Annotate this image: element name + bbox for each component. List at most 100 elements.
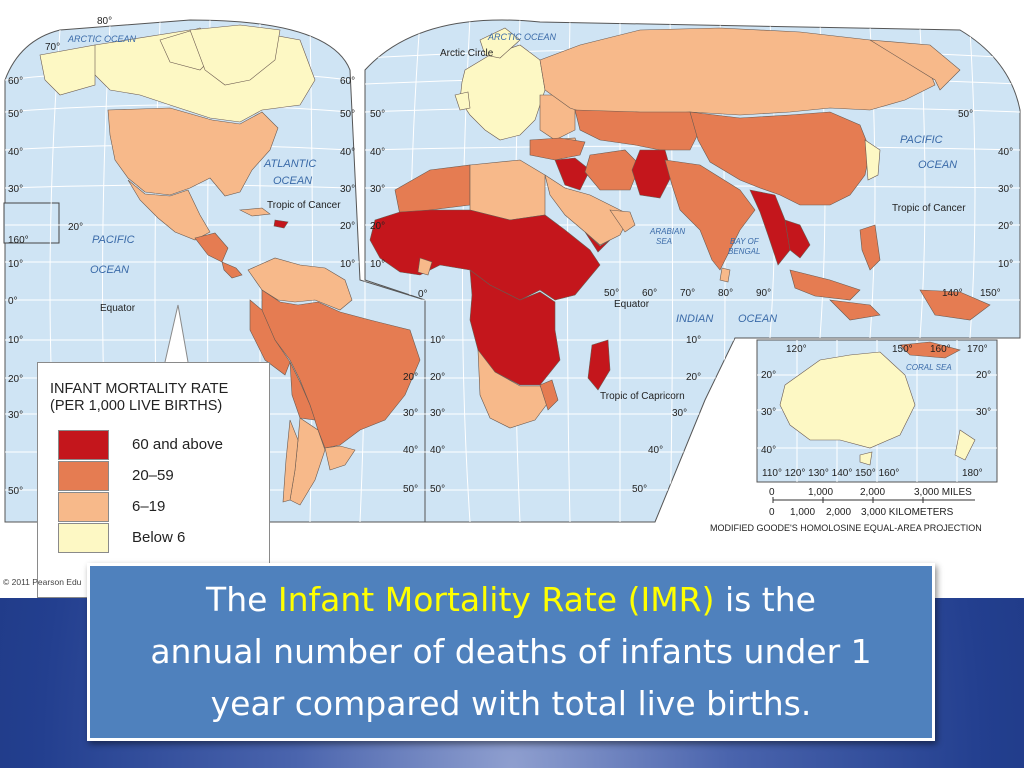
pacific-ocean-left-label: PACIFIC: [92, 234, 135, 246]
inset-lat-20: 20°: [761, 370, 776, 381]
tropic-cancer-left-label: Tropic of Cancer: [267, 200, 341, 211]
arctic-ocean-label-left: ARCTIC OCEAN: [67, 34, 137, 44]
inset-lon-180: 180°: [962, 468, 983, 479]
lat-s20-label: 20°: [430, 372, 445, 383]
lon-150-label: 150°: [980, 288, 1001, 299]
lat-s10-label: 10°: [430, 335, 445, 346]
lat-s10-label: 10°: [8, 335, 23, 346]
lon-90-label: 90°: [756, 288, 771, 299]
caption-text: The Infant Mortality Rate (IMR) is the a…: [100, 574, 922, 730]
scale-miles-3000: 3,000 MILES: [914, 487, 972, 498]
caption-line1: The Infant Mortality Rate (IMR) is the: [100, 574, 922, 626]
lat-s40-label: 40°: [430, 445, 445, 456]
inset-lat-40: 40°: [761, 445, 776, 456]
lon-80-label: 80°: [718, 288, 733, 299]
lat-40-label: 40°: [998, 147, 1013, 158]
lat-s20-label-east: 20°: [686, 372, 701, 383]
tropic-cancer-right-label: Tropic of Cancer: [892, 203, 966, 214]
arctic-ocean-label-right: ARCTIC OCEAN: [487, 32, 557, 42]
copyright-notice: © 2011 Pearson Edu: [3, 577, 82, 587]
legend-item: 20–59: [58, 461, 258, 491]
arabian-sea-label: ARABIAN: [649, 227, 685, 236]
lat-20-label: 20°: [340, 221, 355, 232]
pacific-ocean-right-label: PACIFIC: [900, 134, 943, 146]
legend-item: 60 and above: [58, 430, 258, 460]
lat-50-label: 50°: [8, 109, 23, 120]
scale-bar: [772, 497, 975, 503]
scale-km-2000: 2,000: [826, 507, 851, 518]
bay-of-bengal-label: BAY OF: [730, 237, 760, 246]
lat-10-label: 10°: [8, 259, 23, 270]
caption-highlight: Infant Mortality Rate (IMR): [277, 580, 715, 619]
lat-s30-label: 30°: [403, 408, 418, 419]
arctic-circle-label: Arctic Circle: [440, 48, 494, 59]
lat-s40-label: 40°: [403, 445, 418, 456]
legend-title-line1: INFANT MORTALITY RATE: [50, 381, 229, 397]
legend-label: 60 and above: [132, 436, 223, 453]
map-panel: ARCTIC OCEAN ARCTIC OCEAN ARABIAN SEA BA…: [0, 0, 1024, 598]
indian-ocean-label-2: OCEAN: [738, 313, 777, 325]
legend-label: 6–19: [132, 498, 166, 515]
inset-lon-120: 120°: [786, 344, 807, 355]
caption-line2: annual number of deaths of infants under…: [150, 632, 872, 671]
atlantic-ocean-label-2: OCEAN: [273, 175, 312, 187]
lat-10-label: 10°: [370, 259, 385, 270]
southern-ticks: 10° 10° 20° 20° 20° 30° 30° 30° 40° 40° …: [8, 335, 445, 497]
lat-50-label: 50°: [340, 109, 355, 120]
legend-title: INFANT MORTALITY RATE (PER 1,000 LIVE BI…: [50, 381, 265, 415]
lat-50-label: 50°: [370, 109, 385, 120]
southern-ticks-east: 10° 20° 30° 40° 50°: [632, 335, 701, 495]
lat-0-label: 0°: [418, 289, 428, 300]
lon-140-label: 140°: [942, 288, 963, 299]
atlantic-ocean-label: ATLANTIC: [263, 158, 316, 170]
lat-s40-label-east: 40°: [648, 445, 663, 456]
asia-central: [529, 109, 701, 253]
scale-miles-0: 0: [769, 487, 775, 498]
lat-s30-label: 30°: [8, 410, 23, 421]
map-legend: INFANT MORTALITY RATE (PER 1,000 LIVE BI…: [37, 362, 270, 598]
lat-s30-label: 30°: [430, 408, 445, 419]
africa: [369, 159, 611, 429]
caption-suffix: is the: [714, 580, 816, 619]
world-map: ARCTIC OCEAN ARCTIC OCEAN ARABIAN SEA BA…: [3, 16, 1021, 533]
hawaii-inset-frame: [3, 202, 60, 244]
legend-swatch: [58, 523, 109, 553]
lon-50-label: 50°: [604, 288, 619, 299]
inset-lat-30: 30°: [761, 407, 776, 418]
south-america: [247, 257, 421, 506]
lat-20-label: 20°: [998, 221, 1013, 232]
ocean-labels-large: ATLANTIC OCEAN PACIFIC OCEAN PACIFIC OCE…: [90, 134, 957, 325]
lon-60-label: 60°: [642, 288, 657, 299]
russia: [539, 27, 961, 119]
lat-30-label: 30°: [998, 184, 1013, 195]
bay-of-bengal-label-2: BENGAL: [728, 247, 760, 256]
scale-km-1000: 1,000: [790, 507, 815, 518]
inset-lon-170: 170°: [967, 344, 988, 355]
inset-lat-20: 20°: [976, 370, 991, 381]
scale-km-3000: 3,000 KILOMETERS: [861, 507, 954, 518]
scale-miles-2000: 2,000: [860, 487, 885, 498]
lat-40-label: 40°: [8, 147, 23, 158]
lon-70-label: 70°: [680, 288, 695, 299]
lat-60-label: 60°: [8, 76, 23, 87]
lat-20-label: 20°: [68, 222, 83, 233]
asia-east: [664, 111, 991, 321]
lat-60-label: 60°: [340, 76, 355, 87]
longitude-ticks: 50° 60° 70° 80° 90° 140° 150°: [604, 288, 1001, 299]
legend-item: 6–19: [58, 492, 258, 522]
lat-30-label: 30°: [370, 184, 385, 195]
caption-prefix: The: [206, 580, 278, 619]
lat-s10-label-east: 10°: [686, 335, 701, 346]
scale-miles-1000: 1,000: [808, 487, 833, 498]
lat-s50-label: 50°: [403, 484, 418, 495]
arabian-sea-label-2: SEA: [656, 237, 672, 246]
scale-km-0: 0: [769, 507, 775, 518]
inset-lon-160: 160°: [930, 344, 951, 355]
tropic-capricorn-label: Tropic of Capricorn: [600, 391, 685, 402]
legend-swatch: [58, 492, 109, 522]
pacific-ocean-left-label-2: OCEAN: [90, 264, 129, 276]
lat-s20-label: 20°: [403, 372, 418, 383]
caption-line3: year compared with total live births.: [210, 684, 812, 723]
legend-swatch: [58, 430, 109, 460]
lat-30-label: 30°: [340, 184, 355, 195]
